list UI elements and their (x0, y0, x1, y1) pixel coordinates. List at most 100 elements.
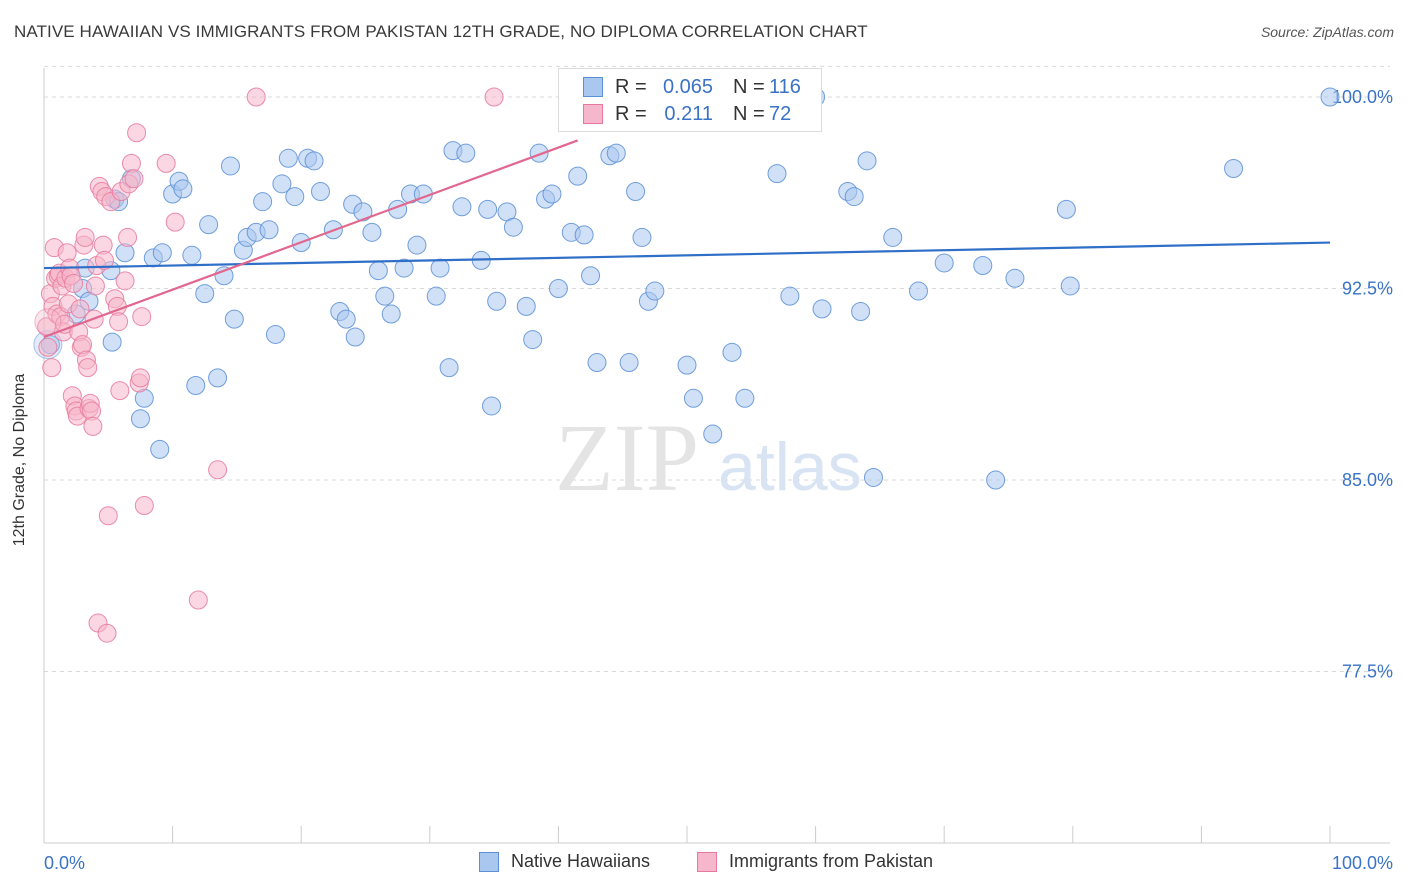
data-point (134, 496, 154, 516)
data-point (844, 187, 864, 207)
data-point (456, 143, 476, 163)
data-point (110, 381, 130, 401)
data-point (767, 164, 787, 184)
data-point (851, 301, 871, 321)
data-point (186, 376, 206, 396)
data-point (132, 307, 152, 327)
data-point (150, 439, 170, 459)
data-point (632, 227, 652, 247)
cluster-point (34, 308, 62, 336)
data-point (426, 286, 446, 306)
data-point (70, 299, 90, 319)
grid-lines (44, 65, 1390, 672)
data-point (986, 470, 1006, 490)
data-point (130, 409, 150, 429)
data-point (272, 174, 292, 194)
r-label: R = (615, 75, 647, 98)
data-point (394, 258, 414, 278)
data-point (626, 181, 646, 201)
data-point (353, 202, 373, 222)
source-label: Source: ZipAtlas.com (1260, 24, 1394, 40)
watermark: ZIP atlas (555, 404, 862, 511)
data-point (259, 220, 279, 240)
data-point (529, 143, 549, 163)
data-point (127, 123, 147, 143)
data-point (973, 256, 993, 276)
data-point (152, 243, 172, 263)
data-point (78, 358, 98, 378)
data-point (130, 368, 150, 388)
stats-row-native-hawaiians: R = 0.065 N = 116 (583, 75, 801, 99)
y-tick-label: 77.5% (1342, 662, 1393, 682)
data-point (677, 355, 697, 375)
data-point (857, 151, 877, 171)
data-point (310, 181, 330, 201)
r-value: 0.065 (662, 75, 713, 98)
data-point (182, 245, 202, 265)
data-point (224, 309, 244, 329)
y-tick-label: 100.0% (1332, 87, 1393, 107)
data-point (208, 460, 228, 480)
series-legend: Native Hawaiians Immigrants from Pakista… (0, 851, 1406, 877)
n-value: 116 (769, 75, 801, 98)
data-point (883, 227, 903, 247)
data-point (98, 506, 118, 526)
r-label: R = (615, 102, 647, 125)
data-point (722, 342, 742, 362)
data-point (368, 261, 388, 281)
data-point (362, 222, 382, 242)
data-point (75, 227, 95, 247)
r-value: 0.211 (664, 102, 713, 125)
data-point (482, 396, 502, 416)
trend-lines (43, 139, 1331, 339)
data-point (548, 279, 568, 298)
data-point (278, 148, 298, 168)
pink-swatch (697, 851, 717, 872)
data-point (908, 281, 928, 301)
data-point (118, 227, 138, 247)
data-point (516, 296, 536, 316)
data-point (85, 276, 105, 296)
y-tick-label: 85.0% (1342, 470, 1393, 490)
data-point (703, 424, 723, 444)
data-point (452, 197, 472, 217)
data-point (1005, 268, 1025, 288)
data-point (115, 271, 135, 291)
data-point (587, 353, 607, 373)
data-point (156, 153, 176, 173)
data-point (430, 258, 450, 278)
data-point (220, 156, 240, 176)
data-point (735, 388, 755, 408)
data-point (97, 623, 117, 643)
legend-item-immigrants-from-pakistan[interactable]: Immigrants from Pakistan (697, 851, 933, 872)
data-point (165, 212, 185, 232)
data-point (581, 266, 601, 286)
data-point (246, 87, 266, 107)
data-point (407, 235, 427, 255)
data-point (285, 187, 305, 207)
data-point (568, 166, 588, 186)
data-point (83, 416, 103, 436)
data-point (345, 327, 365, 347)
data-point (1224, 158, 1244, 178)
data-point (934, 253, 954, 273)
data-point (780, 286, 800, 306)
trend-line (43, 241, 1331, 270)
watermark-atlas: atlas (718, 429, 862, 505)
trend-line (43, 139, 579, 339)
legend-item-native-hawaiians[interactable]: Native Hawaiians (479, 851, 650, 872)
data-point (38, 337, 58, 357)
data-point (439, 358, 459, 378)
data-point (102, 332, 122, 352)
data-point (606, 143, 626, 163)
n-label: N = (733, 102, 765, 125)
data-point (253, 192, 273, 212)
n-label: N = (733, 75, 765, 98)
data-point (683, 388, 703, 408)
data-point (94, 250, 114, 270)
data-point (64, 273, 84, 293)
data-point (478, 199, 498, 219)
data-point (336, 309, 356, 329)
data-point (375, 286, 395, 306)
data-point (208, 368, 228, 388)
